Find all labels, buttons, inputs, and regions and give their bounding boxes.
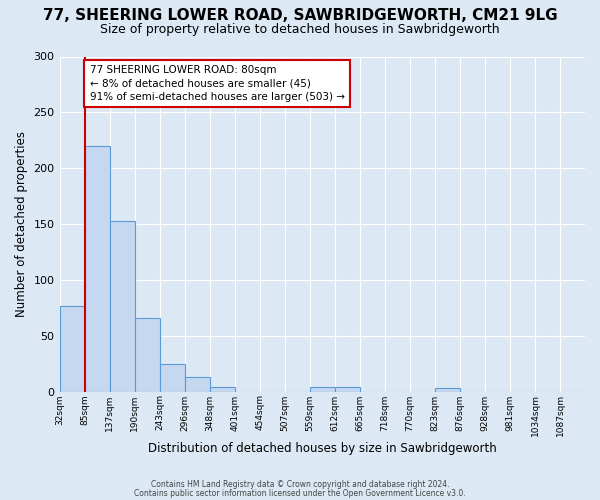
Bar [110,220,134,392]
Bar [85,146,110,392]
Text: Contains HM Land Registry data © Crown copyright and database right 2024.: Contains HM Land Registry data © Crown c… [151,480,449,489]
Bar [185,377,209,392]
Bar [209,387,235,392]
Text: 77, SHEERING LOWER ROAD, SAWBRIDGEWORTH, CM21 9LG: 77, SHEERING LOWER ROAD, SAWBRIDGEWORTH,… [43,8,557,22]
Bar [160,364,185,392]
Text: Contains public sector information licensed under the Open Government Licence v3: Contains public sector information licen… [134,488,466,498]
Text: 77 SHEERING LOWER ROAD: 80sqm
← 8% of detached houses are smaller (45)
91% of se: 77 SHEERING LOWER ROAD: 80sqm ← 8% of de… [89,66,344,102]
Text: Size of property relative to detached houses in Sawbridgeworth: Size of property relative to detached ho… [100,22,500,36]
Bar [59,306,85,392]
Bar [310,387,335,392]
Bar [134,318,160,392]
Bar [435,388,460,392]
Bar [335,387,360,392]
Y-axis label: Number of detached properties: Number of detached properties [15,131,28,317]
X-axis label: Distribution of detached houses by size in Sawbridgeworth: Distribution of detached houses by size … [148,442,497,455]
